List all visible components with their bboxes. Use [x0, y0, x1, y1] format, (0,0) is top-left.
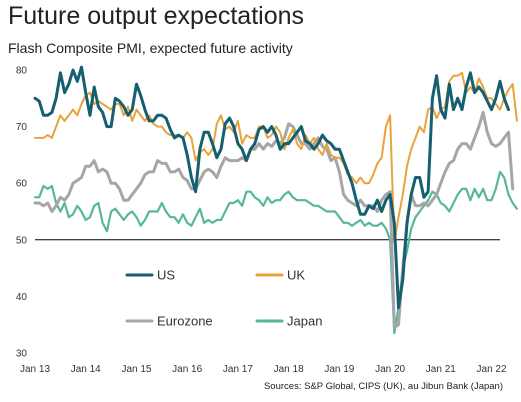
x-tick-label: Jan 19 — [324, 364, 354, 375]
series-line-japan — [33, 170, 519, 335]
y-tick-label: 60 — [16, 179, 28, 190]
chart-subtitle: Flash Composite PMI, expected future act… — [8, 40, 293, 56]
source-note: Sources: S&P Global, CIPS (UK), au Jibun… — [263, 381, 503, 392]
legend-label-us: US — [157, 268, 175, 283]
series-line-uk — [34, 71, 518, 244]
legend-label-eurozone: Eurozone — [157, 314, 213, 329]
x-tick-label: Jan 17 — [223, 364, 253, 375]
x-tick-label: Jan 13 — [20, 364, 50, 375]
y-tick-label: 80 — [16, 66, 28, 77]
x-tick-label: Jan 21 — [426, 364, 456, 375]
x-tick-label: Jan 18 — [274, 364, 304, 375]
y-tick-label: 30 — [16, 349, 28, 360]
legend-label-japan: Japan — [287, 314, 322, 329]
x-tick-label: Jan 16 — [172, 364, 202, 375]
x-tick-label: Jan 22 — [477, 364, 507, 375]
series-line-eurozone — [33, 110, 515, 329]
y-tick-label: 50 — [16, 235, 28, 246]
series-line-us — [33, 65, 510, 310]
y-tick-label: 70 — [16, 122, 28, 133]
x-tick-label: Jan 14 — [71, 364, 101, 375]
x-tick-label: Jan 15 — [121, 364, 151, 375]
x-tick-label: Jan 20 — [375, 364, 405, 375]
legend-label-uk: UK — [287, 268, 305, 283]
chart-title: Future output expectations — [8, 2, 305, 30]
y-tick-label: 40 — [16, 292, 28, 303]
